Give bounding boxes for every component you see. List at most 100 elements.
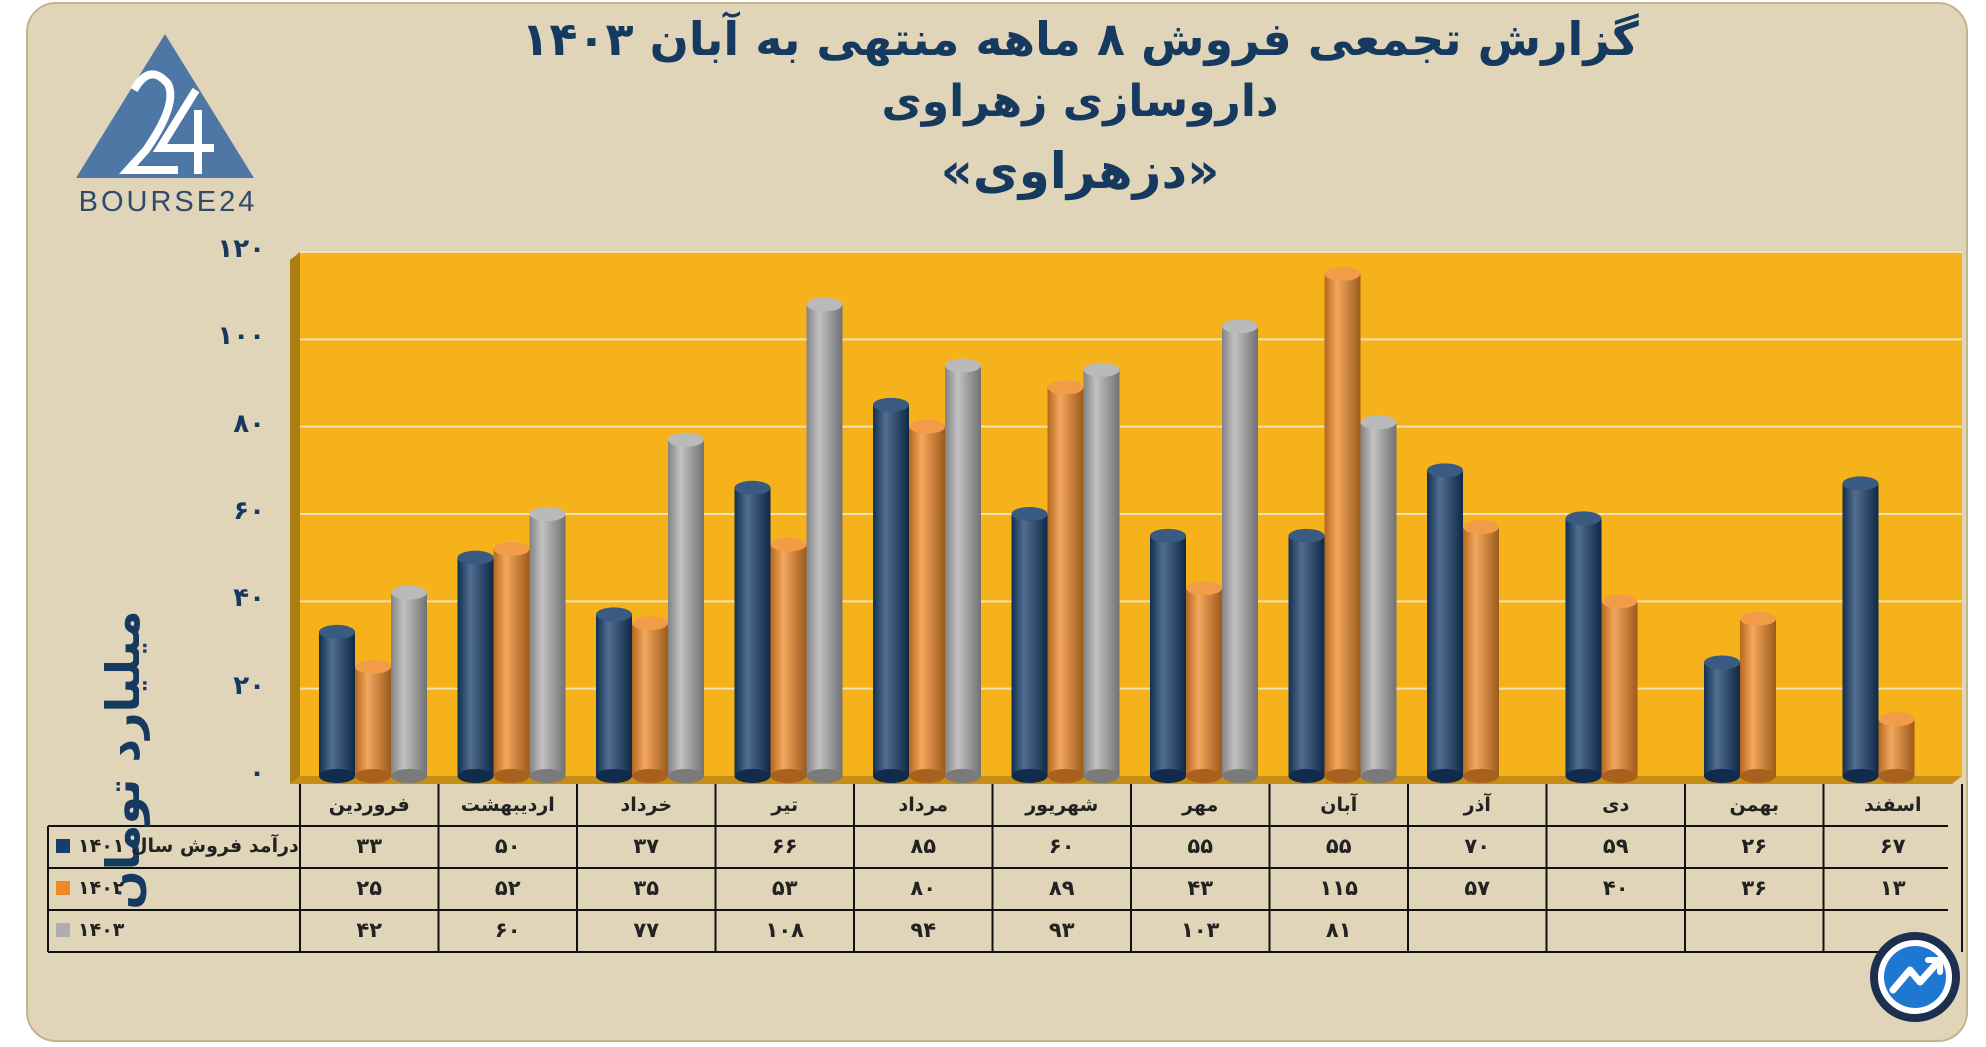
bar <box>734 480 771 783</box>
data-label: ۳۳ <box>356 834 383 858</box>
bar <box>1704 655 1740 783</box>
bar <box>1601 594 1638 783</box>
x-category-label: شهریور <box>1025 794 1099 816</box>
bar <box>873 397 909 783</box>
legend-swatch <box>56 881 70 895</box>
bar <box>529 507 566 783</box>
bar <box>909 419 945 783</box>
data-table-grid <box>47 784 1963 953</box>
x-category-label: دی <box>1602 794 1630 816</box>
bar <box>457 550 494 783</box>
data-label: ۵۵ <box>1187 834 1214 858</box>
bar <box>1047 380 1084 783</box>
data-label: ۷۷ <box>633 918 660 942</box>
bar <box>596 607 632 783</box>
chart-subtitle: داروسازی زهراوی <box>881 76 1279 127</box>
trend-arrow-icon <box>1870 932 1960 1022</box>
bars <box>319 266 1915 783</box>
legend-row-head: ۱۴۰۳ <box>56 910 296 950</box>
logo-text: BOURSE24 <box>78 186 258 218</box>
x-category-label: مرداد <box>898 794 949 816</box>
data-label: ۶۶ <box>771 834 798 858</box>
x-category-label: فروردین <box>328 794 410 816</box>
y-axis-label-wrap: میلیارد تومان <box>96 0 166 909</box>
bar <box>1186 581 1222 783</box>
x-category-label: آبان <box>1320 794 1358 816</box>
data-label: ۲۶ <box>1741 834 1768 858</box>
bar <box>1463 520 1499 783</box>
y-tick-label: ۲۰ <box>233 670 265 701</box>
bar <box>1740 611 1776 783</box>
data-label: ۴۰ <box>1602 876 1629 900</box>
y-tick-label: ۰ <box>249 758 265 788</box>
bar <box>668 432 704 783</box>
legend-row-head: درآمد فروش سال ۱۴۰۱ <box>56 826 299 866</box>
data-label: ۸۱ <box>1325 918 1352 942</box>
data-label: ۵۲ <box>494 876 521 900</box>
x-category-label: تیر <box>771 794 799 816</box>
data-label: ۱۰۸ <box>765 918 804 942</box>
legend-label: درآمد فروش سال ۱۴۰۱ <box>78 835 299 857</box>
bar <box>770 537 807 783</box>
data-label: ۹۳ <box>1048 918 1075 942</box>
data-label: ۳۶ <box>1741 876 1768 900</box>
x-category-label: اردیبهشت <box>460 794 555 816</box>
bar <box>1324 266 1361 783</box>
bar <box>1083 362 1120 783</box>
bar <box>1842 476 1879 783</box>
data-label: ۸۹ <box>1048 876 1075 900</box>
data-label: ۶۷ <box>1879 834 1906 858</box>
data-label: ۵۵ <box>1325 834 1352 858</box>
bar <box>1878 712 1915 783</box>
bar <box>319 624 355 783</box>
bar <box>1150 528 1186 783</box>
data-label: ۶۰ <box>494 918 521 942</box>
bar <box>1011 507 1048 783</box>
x-category-label: بهمن <box>1729 794 1779 816</box>
x-category-label: مهر <box>1182 794 1219 816</box>
y-tick-label: ۶۰ <box>233 496 265 526</box>
data-label: ۱۱۵ <box>1319 876 1358 900</box>
legend-label: ۱۴۰۳ <box>78 919 125 941</box>
data-label: ۵۰ <box>494 834 521 858</box>
bourse24-logo-icon <box>76 34 254 178</box>
chart-ticker: «دزهراوی» <box>940 142 1220 200</box>
data-label: ۳۷ <box>633 834 660 858</box>
bar <box>1427 463 1463 783</box>
legend-row-head: ۱۴۰۲ <box>56 868 296 908</box>
gridlines <box>300 251 1962 690</box>
y-tick-label: ۸۰ <box>233 408 265 439</box>
data-label: ۴۲ <box>356 918 383 942</box>
bar <box>355 659 391 783</box>
bar <box>1360 415 1397 783</box>
data-label: ۷۰ <box>1464 834 1491 858</box>
legend-swatch <box>56 923 70 937</box>
x-category-label: خرداد <box>620 794 673 816</box>
bar <box>1222 319 1258 783</box>
x-category-label: اسفند <box>1863 794 1922 816</box>
data-label: ۹۴ <box>910 918 937 942</box>
data-label: ۲۵ <box>356 876 383 900</box>
y-tick-label: ۱۰۰ <box>217 321 265 352</box>
data-label: ۱۳ <box>1879 876 1906 900</box>
y-tick-label: ۱۲۰ <box>217 234 265 264</box>
y-tick-label: ۴۰ <box>233 583 265 614</box>
x-category-label: آذر <box>1463 794 1491 816</box>
data-label: ۵۳ <box>771 876 798 900</box>
bar <box>632 616 668 783</box>
data-label: ۵۷ <box>1464 876 1491 900</box>
data-label: ۱۰۳ <box>1181 918 1220 942</box>
data-label: ۴۳ <box>1187 876 1214 900</box>
data-label: ۶۰ <box>1048 834 1075 858</box>
legend-label: ۱۴۰۲ <box>78 877 125 899</box>
data-label: ۳۵ <box>633 876 660 900</box>
data-label: ۸۵ <box>910 834 937 858</box>
data-label: ۸۰ <box>910 876 937 900</box>
chart-title: گزارش تجمعی فروش ۸ ماهه منتهی به آبان ۱۴… <box>521 12 1639 66</box>
data-label: ۵۹ <box>1602 834 1629 858</box>
bar <box>391 585 427 783</box>
bar <box>493 541 530 783</box>
bar <box>1288 528 1325 783</box>
